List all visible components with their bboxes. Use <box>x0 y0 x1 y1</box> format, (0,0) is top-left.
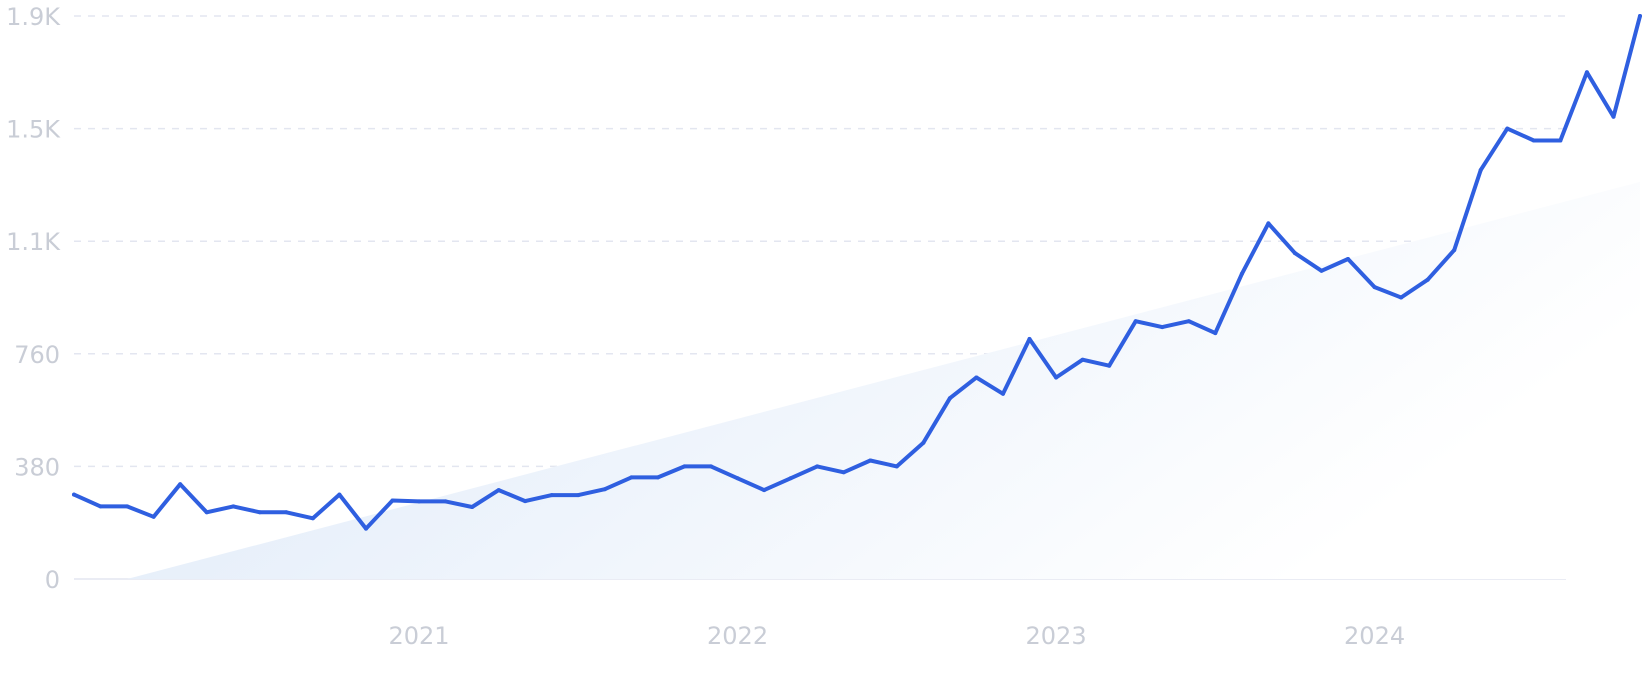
data-point <box>151 514 156 519</box>
x-tick-label: 2023 <box>1026 622 1087 650</box>
y-tick-label: 760 <box>14 341 60 369</box>
data-point <box>602 487 607 492</box>
data-point <box>1266 221 1271 226</box>
data-point <box>1558 138 1563 143</box>
x-tick-label: 2022 <box>707 622 768 650</box>
data-point <box>470 505 475 509</box>
data-point <box>125 504 130 509</box>
data-point <box>629 475 634 480</box>
data-point <box>1001 391 1005 396</box>
y-tick-label: 0 <box>45 566 60 594</box>
data-point <box>1478 168 1483 173</box>
data-point <box>762 488 767 493</box>
data-point <box>921 440 926 445</box>
data-point <box>868 458 873 463</box>
data-point <box>788 476 793 481</box>
data-point <box>284 510 289 515</box>
data-point <box>1611 114 1616 119</box>
data-point <box>72 492 76 497</box>
y-tick-label: 380 <box>14 453 60 481</box>
data-point <box>1160 325 1165 330</box>
data-point <box>815 464 820 469</box>
data-point <box>178 482 183 487</box>
data-point <box>735 476 740 481</box>
x-tick-label: 2024 <box>1344 622 1405 650</box>
data-point <box>1027 337 1032 341</box>
data-point <box>947 396 952 401</box>
series-points <box>72 14 1642 531</box>
trend-area-shape <box>127 181 1641 580</box>
x-tick-label: 2021 <box>389 622 450 650</box>
data-point <box>1638 14 1642 18</box>
data-point <box>337 492 342 497</box>
data-point <box>364 526 368 531</box>
data-point <box>709 464 713 469</box>
data-point <box>682 464 687 469</box>
data-point <box>841 470 846 475</box>
data-point <box>98 504 103 509</box>
x-axis-tick-labels: 20212022202320242025 <box>389 622 1406 650</box>
data-point <box>523 499 528 504</box>
series-lines <box>72 14 1642 531</box>
data-point <box>1186 319 1191 324</box>
data-point <box>1292 251 1297 256</box>
data-point <box>894 464 899 469</box>
data-point <box>549 493 554 498</box>
data-point <box>974 375 979 380</box>
data-point <box>310 516 315 521</box>
data-point <box>1054 375 1059 380</box>
data-point <box>231 504 236 509</box>
data-point <box>1213 331 1218 336</box>
data-point <box>257 510 262 515</box>
data-point <box>1531 138 1536 143</box>
data-point <box>576 493 581 498</box>
y-tick-label: 1.5K <box>6 116 61 144</box>
data-point <box>1080 357 1085 362</box>
data-point <box>1133 319 1138 324</box>
data-point <box>417 499 422 504</box>
data-point <box>496 488 501 493</box>
y-tick-label: 1.9K <box>6 3 61 31</box>
data-point <box>443 499 448 504</box>
trend-area <box>127 181 1641 580</box>
data-point <box>1346 257 1350 261</box>
data-point <box>1399 295 1404 300</box>
data-point <box>1452 248 1457 253</box>
data-point <box>1239 271 1244 276</box>
data-point <box>390 498 395 503</box>
data-point <box>1319 268 1324 273</box>
data-point <box>1584 70 1589 75</box>
data-point <box>1107 363 1112 368</box>
data-point <box>655 475 660 480</box>
data-point <box>204 510 209 515</box>
y-tick-label: 1.1K <box>6 228 61 256</box>
data-point <box>1372 285 1377 290</box>
data-point <box>1425 277 1430 282</box>
data-point <box>1505 126 1510 131</box>
series-line <box>72 14 1642 531</box>
y-axis-tick-labels: 0 380 760 1.1K 1.5K 1.9K <box>6 3 61 594</box>
